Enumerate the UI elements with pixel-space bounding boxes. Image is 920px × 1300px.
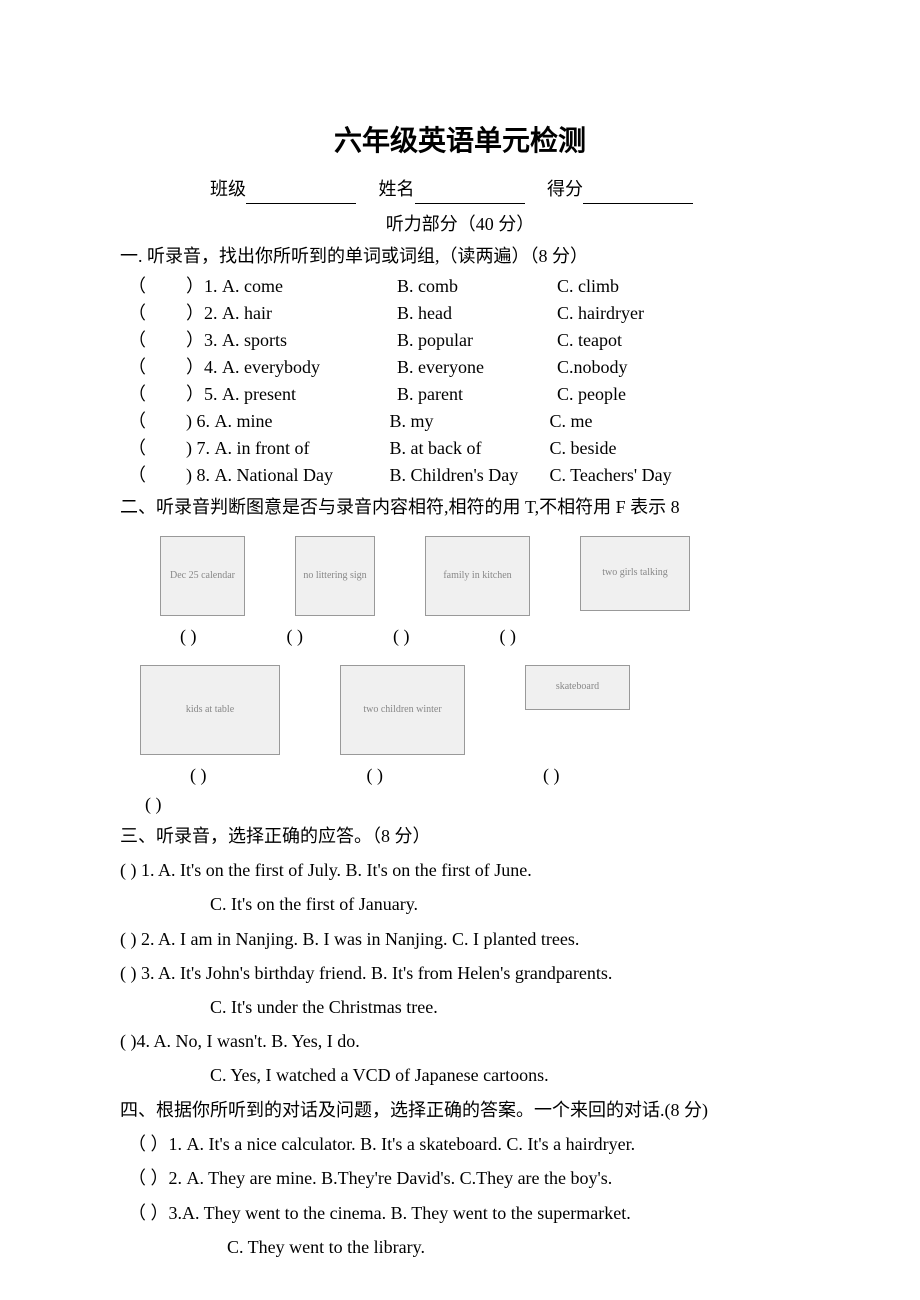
section1-question-1: （）1. A. comeB. combC. climb — [120, 273, 800, 300]
section4-question-sub-3: C. They went to the library. — [120, 1230, 800, 1264]
section1-instruction: 一. 听录音，找出你所听到的单词或词组,（读两遍）（8 分） — [120, 242, 800, 271]
image-placeholder: kids at table — [140, 665, 280, 755]
section4-instruction: 四、根据你所听到的对话及问题，选择正确的答案。一个来回的对话.(8 分) — [120, 1096, 800, 1125]
q-num: ）1. — [186, 276, 218, 296]
image-placeholder: no littering sign — [295, 536, 375, 616]
section3-question-3: ( ) 3. A. It's John's birthday friend. B… — [120, 956, 800, 990]
option-c: C. me — [550, 408, 593, 435]
image-box-r2-2: two children winter — [340, 665, 465, 755]
answer-paren[interactable]: ( ) — [180, 622, 197, 651]
image-box-3: family in kitchen — [425, 536, 530, 616]
q-num: ) 8. — [186, 465, 210, 485]
listening-section-header: 听力部分（40 分） — [120, 210, 800, 239]
option-c: C. climb — [557, 273, 619, 300]
image-box-r2-3: skateboard — [525, 665, 630, 755]
name-label: 姓名 — [379, 179, 415, 199]
q-num: ) 6. — [186, 411, 210, 431]
answer-blank[interactable]: （ — [128, 354, 186, 381]
section1-question-2: （）2. A. hairB. headC. hairdryer — [120, 300, 800, 327]
answer-blank[interactable]: （ — [128, 435, 186, 462]
section2-instruction: 二、听录音判断图意是否与录音内容相符,相符的用 T,不相符用 F 表示 8 — [120, 493, 800, 522]
section3-question-4: ( )4. A. No, I wasn't. B. Yes, I do. — [120, 1024, 800, 1058]
section4-question-1: （ ）1. A. It's a nice calculator. B. It's… — [120, 1127, 800, 1161]
option-c: C. teapot — [557, 327, 622, 354]
answer-paren[interactable]: ( ) — [190, 761, 207, 790]
section4-question-2: （ ）2. A. They are mine. B.They're David'… — [120, 1161, 800, 1195]
image-row-2: kids at table two children winter skateboa… — [120, 665, 800, 755]
score-label: 得分 — [547, 179, 583, 199]
answer-paren[interactable]: ( ) — [367, 761, 384, 790]
answer-blank[interactable]: （ — [128, 408, 186, 435]
image-box-1: Dec 25 calendar — [160, 536, 245, 616]
option-b: B. comb — [397, 273, 557, 300]
answer-blank[interactable]: （ — [128, 462, 186, 489]
image-placeholder: two children winter — [340, 665, 465, 755]
q-num: ）3. — [186, 330, 218, 350]
section3-question-2: ( ) 2. A. I am in Nanjing. B. I was in N… — [120, 922, 800, 956]
section3-instruction: 三、听录音，选择正确的应答。（8 分） — [120, 822, 800, 851]
option-c: C.nobody — [557, 354, 628, 381]
paren-row-1: ( ) ( ) ( ) ( ) — [120, 622, 800, 651]
option-b: B. parent — [397, 381, 557, 408]
option-a: A. hair — [222, 300, 397, 327]
option-b: B. at back of — [390, 435, 550, 462]
image-placeholder: Dec 25 calendar — [160, 536, 245, 616]
image-box-4: two girls talking — [580, 536, 690, 616]
option-b: B. head — [397, 300, 557, 327]
section1-question-6: （) 6. A. mineB. myC. me — [120, 408, 800, 435]
option-a: A. mine — [215, 408, 390, 435]
option-c: C. beside — [550, 435, 617, 462]
paren-row-2: ( ) ( ) ( ) — [120, 761, 800, 790]
section1-question-8: （) 8. A. National DayB. Children's DayC.… — [120, 462, 800, 489]
section1-question-3: （）3. A. sportsB. popularC. teapot — [120, 327, 800, 354]
option-b: B. popular — [397, 327, 557, 354]
q-num: ）2. — [186, 303, 218, 323]
option-c: C. hairdryer — [557, 300, 644, 327]
section1-question-7: （) 7. A. in front ofB. at back ofC. besi… — [120, 435, 800, 462]
image-placeholder: skateboard — [525, 665, 630, 710]
section4-question-3: （ ）3.A. They went to the cinema. B. They… — [120, 1196, 800, 1230]
section1-question-5: （）5. A. presentB. parentC. people — [120, 381, 800, 408]
answer-blank[interactable]: （ — [128, 300, 186, 327]
page-title: 六年级英语单元检测 — [120, 120, 800, 165]
score-blank[interactable] — [583, 186, 693, 204]
image-box-r2-1: kids at table — [140, 665, 280, 755]
answer-paren[interactable]: ( ) — [287, 622, 304, 651]
option-a: A. in front of — [215, 435, 390, 462]
answer-paren[interactable]: ( ) — [543, 761, 560, 790]
extra-paren[interactable]: ( ) — [120, 790, 800, 819]
section1-question-4: （）4. A. everybodyB. everyoneC.nobody — [120, 354, 800, 381]
name-blank[interactable] — [415, 186, 525, 204]
class-blank[interactable] — [246, 186, 356, 204]
q-num: ）4. — [186, 357, 218, 377]
option-a: A. everybody — [222, 354, 397, 381]
option-b: B. my — [390, 408, 550, 435]
section3-question-sub-3: C. It's under the Christmas tree. — [120, 990, 800, 1024]
q-num: ）5. — [186, 384, 218, 404]
image-placeholder: family in kitchen — [425, 536, 530, 616]
section3-question-1: ( ) 1. A. It's on the first of July. B. … — [120, 853, 800, 887]
option-a: A. sports — [222, 327, 397, 354]
answer-paren[interactable]: ( ) — [393, 622, 410, 651]
answer-paren[interactable]: ( ) — [500, 622, 517, 651]
class-label: 班级 — [210, 179, 246, 199]
image-placeholder: two girls talking — [580, 536, 690, 611]
section3-question-sub-1: C. It's on the first of January. — [120, 887, 800, 921]
answer-blank[interactable]: （ — [128, 273, 186, 300]
option-a: A. present — [222, 381, 397, 408]
answer-blank[interactable]: （ — [128, 381, 186, 408]
image-row-1: Dec 25 calendar no littering sign family i… — [120, 536, 800, 616]
answer-blank[interactable]: （ — [128, 327, 186, 354]
student-info-line: 班级 姓名 得分 — [120, 175, 800, 204]
section3-question-sub-4: C. Yes, I watched a VCD of Japanese cart… — [120, 1058, 800, 1092]
option-c: C. people — [557, 381, 626, 408]
image-box-2: no littering sign — [295, 536, 375, 616]
option-a: A. National Day — [215, 462, 390, 489]
option-c: C. Teachers' Day — [550, 462, 672, 489]
option-a: A. come — [222, 273, 397, 300]
q-num: ) 7. — [186, 438, 210, 458]
option-b: B. Children's Day — [390, 462, 550, 489]
option-b: B. everyone — [397, 354, 557, 381]
